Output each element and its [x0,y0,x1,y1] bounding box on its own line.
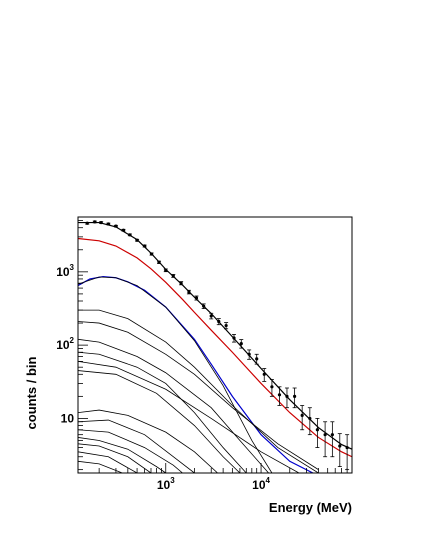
y-tick-label: 103 [56,263,74,279]
model-curve-5 [78,321,319,470]
y-axis-title: counts / bin [24,356,39,429]
model-curve-1 [78,237,352,458]
data-point [254,353,259,365]
data-point [345,434,350,471]
model-curve-8 [78,360,300,473]
data-point [106,222,111,226]
data-point [113,224,118,228]
data-point [239,339,244,349]
data-point [201,303,206,310]
data-point [171,274,176,278]
data-point [186,289,191,295]
model-curve-16 [78,460,123,473]
model-curves [78,221,352,473]
model-curve-14 [78,443,152,473]
data-point [315,418,320,448]
data-point [277,386,282,406]
data-point [149,252,154,256]
data-point [337,433,342,468]
data-point [92,220,97,224]
data-point [323,421,328,458]
model-curve-7 [78,351,247,473]
data-point [127,233,132,237]
data-point [209,312,214,320]
data-point [216,318,221,326]
y-tick-label: 102 [56,336,74,352]
data-point [307,407,312,436]
data-point [135,238,140,242]
model-curve-15 [78,451,138,473]
data-point [179,281,184,286]
model-curve-3 [78,276,273,473]
data-point [269,379,274,397]
data-point [284,387,289,409]
model-curve-9 [78,370,241,473]
model-curve-11 [78,419,195,473]
tick-labels: 103 104 10 102 103 [56,263,270,492]
y-tick-label: 10 [61,411,75,425]
data-point [194,295,199,301]
data-point [247,349,252,360]
data-point [99,220,104,225]
x-tick-label: 104 [252,476,270,492]
data-points [85,220,350,471]
data-point [163,268,168,273]
x-tick-label: 103 [157,476,175,492]
model-curve-6 [78,338,269,473]
x-axis-title: Energy (MeV) [269,500,352,515]
data-point [85,221,90,225]
data-point [224,322,229,330]
data-point [142,244,147,248]
data-point [300,405,305,431]
data-point [262,368,267,382]
model-curve-4 [78,309,319,473]
model-curve-12 [78,429,183,473]
data-point [231,334,236,343]
axis-ticks [78,220,353,473]
model-curve-13 [78,437,166,473]
model-curve-10 [78,409,218,473]
data-point [121,228,126,232]
data-point [157,260,162,264]
model-curve-0 [78,221,352,450]
data-point [292,387,297,409]
data-point [330,421,335,458]
